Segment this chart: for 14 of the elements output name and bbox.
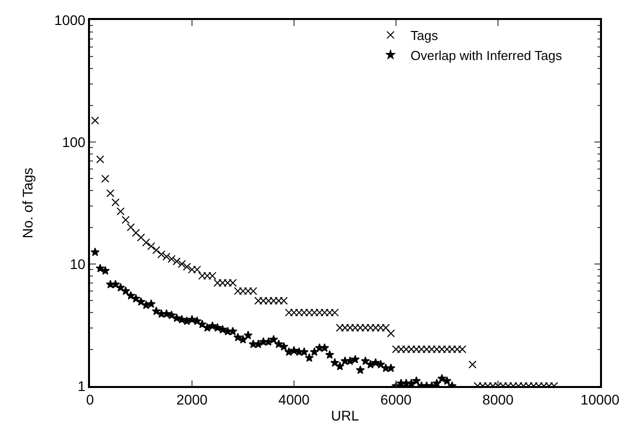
y-tick-label: 1 [78, 378, 86, 394]
x-tick-label: 6000 [380, 392, 412, 408]
y-tick-label: 100 [62, 134, 86, 150]
y-tick-label: 1000 [54, 12, 86, 28]
x-tick-label: 2000 [176, 392, 208, 408]
y-axis-title: No. of Tags [19, 168, 36, 238]
x-tick-label: 10000 [580, 392, 620, 408]
y-tick-label: 10 [70, 256, 86, 272]
x-tick-label: 4000 [278, 392, 310, 408]
x-tick-label: 0 [86, 392, 94, 408]
x-tick-label: 8000 [482, 392, 514, 408]
x-axis-title: URL [330, 407, 360, 424]
legend-label: Overlap with Inferred Tags [410, 48, 562, 63]
legend-label: Tags [410, 28, 438, 44]
